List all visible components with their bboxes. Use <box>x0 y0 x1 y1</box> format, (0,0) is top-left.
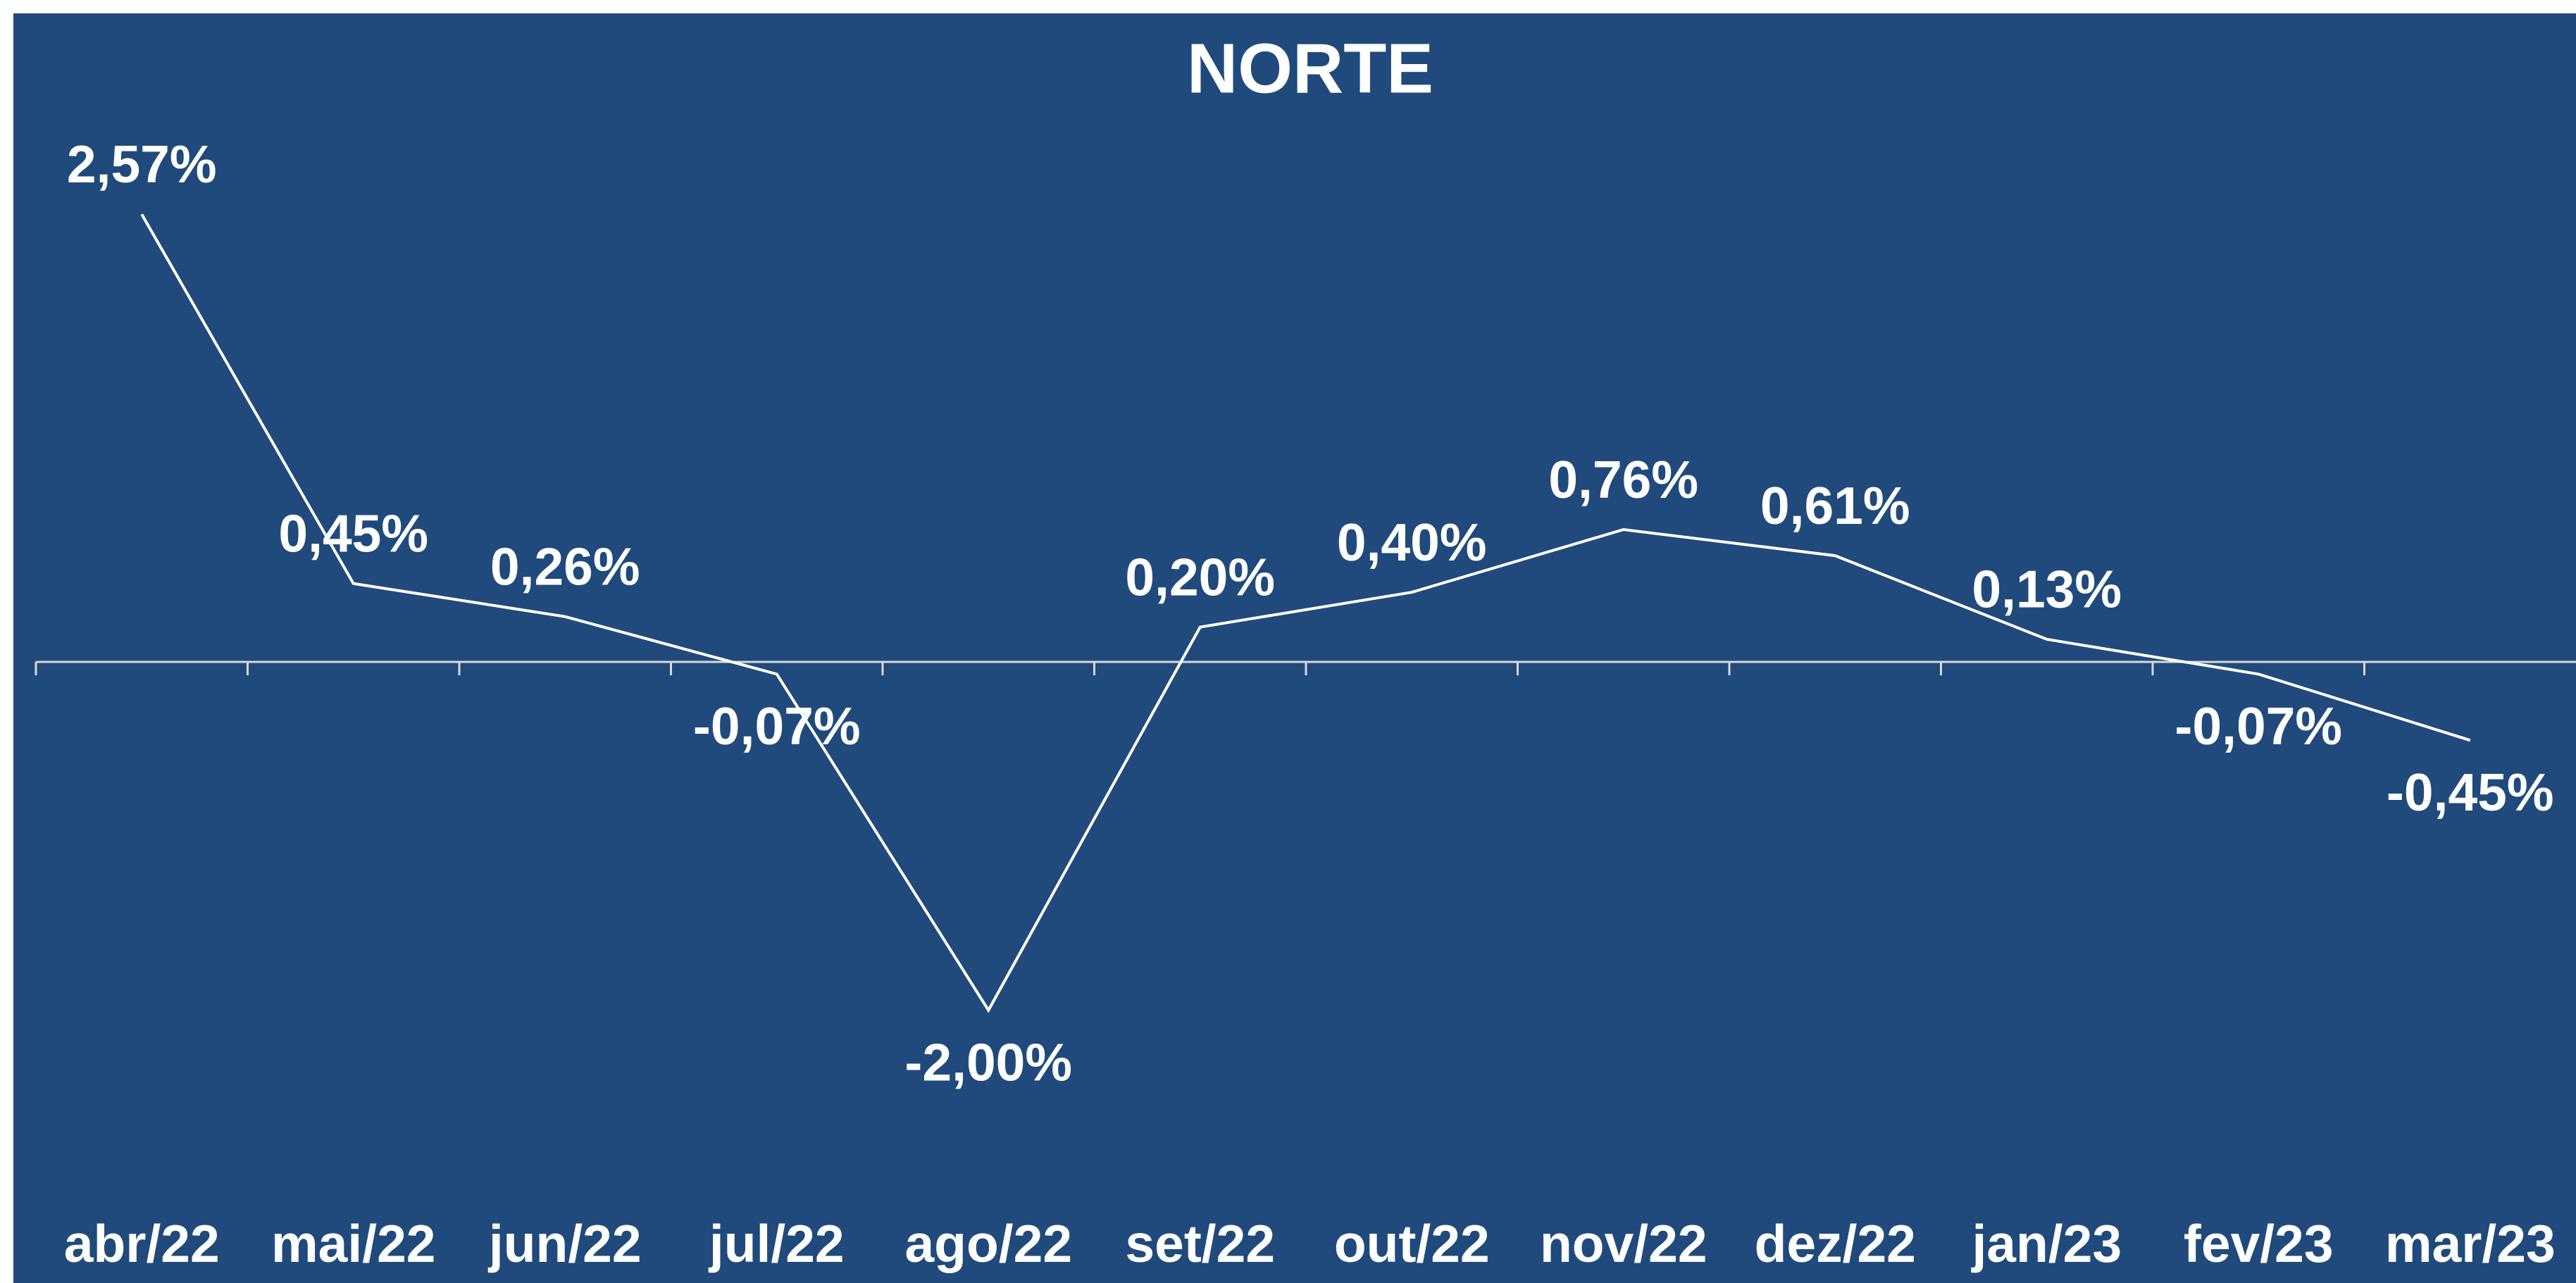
data-label: 0,26% <box>490 537 640 596</box>
data-label: 0,40% <box>1337 513 1487 572</box>
data-label: 0,13% <box>1972 560 2122 619</box>
x-tick-label: abr/22 <box>64 1214 220 1273</box>
data-label: -0,07% <box>2174 696 2342 756</box>
x-tick-label: jul/22 <box>708 1214 845 1273</box>
data-label: 0,76% <box>1548 450 1698 509</box>
data-label: 0,45% <box>278 504 428 563</box>
data-label: -2,00% <box>904 1032 1072 1091</box>
x-tick-label: nov/22 <box>1540 1214 1707 1273</box>
data-label: 2,57% <box>67 134 217 194</box>
x-tick-label: ago/22 <box>904 1214 1072 1273</box>
x-tick-label: jan/23 <box>1970 1214 2122 1273</box>
x-tick-label: out/22 <box>1334 1214 1490 1273</box>
data-label: 0,20% <box>1125 547 1275 606</box>
x-tick-label: mai/22 <box>271 1214 436 1273</box>
x-tick-label: dez/22 <box>1755 1214 1916 1273</box>
x-tick-label: fev/23 <box>2184 1214 2334 1273</box>
data-line <box>140 213 2471 1013</box>
x-tick-label: jun/22 <box>487 1214 642 1273</box>
data-label: -0,45% <box>2387 763 2554 822</box>
chart-title: NORTE <box>1187 29 1433 108</box>
data-label: -0,07% <box>693 696 861 756</box>
x-tick-label: set/22 <box>1125 1214 1275 1273</box>
data-label: 0,61% <box>1760 476 1910 535</box>
x-tick-label: mar/23 <box>2385 1214 2556 1273</box>
chart-background <box>13 13 2576 1283</box>
